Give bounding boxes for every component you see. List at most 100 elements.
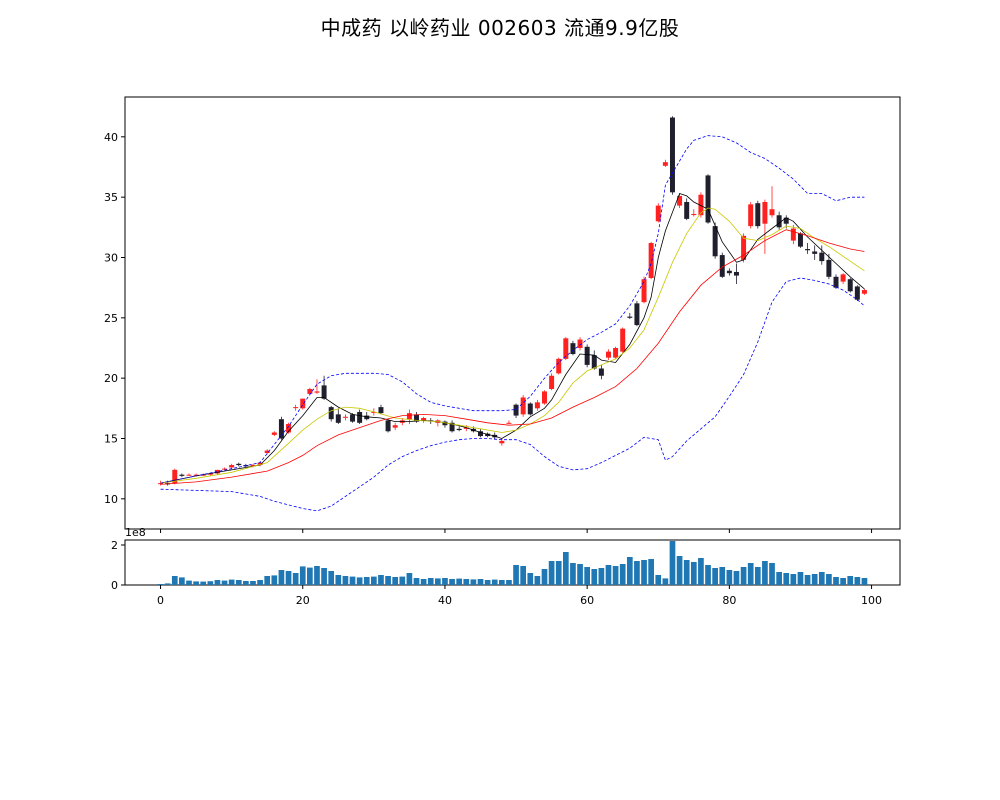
candle-body xyxy=(819,252,825,262)
candle xyxy=(861,288,867,295)
candle xyxy=(719,252,725,279)
y-tick-label: 40 xyxy=(104,131,118,144)
volume-bar xyxy=(356,577,363,585)
volume-bar xyxy=(278,570,285,585)
volume-bar xyxy=(534,576,541,585)
candle-body xyxy=(719,255,725,277)
candle xyxy=(790,224,796,245)
x-tick-label: 0 xyxy=(157,594,164,607)
candle-body xyxy=(805,249,811,251)
candle-body xyxy=(499,440,505,444)
volume-y-tick-label: 0 xyxy=(111,579,118,592)
candle xyxy=(542,390,547,405)
candle-body xyxy=(449,422,455,432)
volume-bar xyxy=(427,578,434,585)
candle-body xyxy=(286,424,292,433)
candle-body xyxy=(847,279,853,292)
volume-bar xyxy=(570,563,576,585)
candle-body xyxy=(307,389,313,394)
volume-bar xyxy=(541,569,548,585)
y-tick-label: 30 xyxy=(104,251,118,264)
volume-bar xyxy=(683,560,690,585)
candle-body xyxy=(826,259,832,277)
candle xyxy=(300,398,306,410)
candle xyxy=(321,375,327,400)
y-tick-label: 25 xyxy=(104,312,118,325)
candle-body xyxy=(812,251,818,254)
volume-bar xyxy=(854,577,861,585)
volume-bar xyxy=(676,556,683,585)
candle xyxy=(222,467,228,470)
candle-body xyxy=(605,351,611,358)
candle xyxy=(278,416,284,440)
candle xyxy=(527,402,533,416)
candle-body xyxy=(186,474,192,476)
candle xyxy=(534,399,540,411)
volume-bar xyxy=(591,569,598,585)
volume-bar xyxy=(726,570,733,585)
volume-bar xyxy=(826,574,832,585)
candle xyxy=(314,379,320,394)
volume-bar xyxy=(200,581,207,585)
candle xyxy=(769,186,775,218)
chart-title: 中成药 以岭药业 002603 流通9.9亿股 xyxy=(320,16,680,40)
volume-bar xyxy=(314,566,320,585)
volume-bar xyxy=(776,572,782,585)
ma10-line xyxy=(160,207,865,484)
candle-body xyxy=(314,391,320,393)
volume-bar xyxy=(235,580,242,585)
candle xyxy=(684,198,690,221)
candle-body xyxy=(840,274,846,282)
volume-bar xyxy=(740,567,747,585)
candle xyxy=(812,245,818,260)
candle xyxy=(357,409,363,425)
candle xyxy=(797,232,803,248)
volume-bar xyxy=(662,578,669,585)
candle xyxy=(549,373,555,391)
ma20-line xyxy=(160,229,865,485)
candle-body xyxy=(748,204,754,227)
candle-body xyxy=(456,428,462,431)
volume-axes-frame xyxy=(124,539,901,586)
volume-bar xyxy=(641,560,647,585)
volume-bar xyxy=(712,568,718,585)
candle-body xyxy=(200,474,206,476)
candle-body xyxy=(733,271,739,276)
candle-body xyxy=(264,450,270,453)
volume-bar xyxy=(299,566,306,585)
volume-bar xyxy=(520,566,527,585)
volume-bar xyxy=(285,571,292,585)
candle-body xyxy=(463,427,469,429)
volume-bar xyxy=(193,581,199,585)
candle-body xyxy=(790,228,796,241)
candle-body xyxy=(776,215,782,228)
candle xyxy=(364,411,370,421)
candle-body xyxy=(478,431,483,437)
candle xyxy=(271,431,277,437)
volume-bar xyxy=(847,576,854,585)
x-tick-label: 80 xyxy=(722,594,736,607)
candle xyxy=(648,241,654,280)
candle-body xyxy=(712,226,718,257)
candle-body xyxy=(300,398,306,409)
candle xyxy=(826,253,832,280)
candle-body xyxy=(385,420,391,432)
candle xyxy=(236,462,242,467)
candle xyxy=(342,414,348,421)
volume-bar xyxy=(292,573,299,585)
candle-body xyxy=(236,463,242,466)
candle-body xyxy=(542,391,547,404)
candle-body xyxy=(563,338,569,359)
volume-bar xyxy=(349,576,356,585)
candle xyxy=(655,203,661,223)
candle-body xyxy=(627,316,633,318)
volume-bar xyxy=(612,566,619,585)
volume-bar xyxy=(733,571,740,585)
candle xyxy=(819,245,825,265)
candle xyxy=(485,432,491,438)
candle xyxy=(435,419,441,427)
candle-body xyxy=(158,483,164,485)
volume-bar xyxy=(442,578,448,585)
candle xyxy=(392,422,398,431)
candle xyxy=(669,116,675,195)
